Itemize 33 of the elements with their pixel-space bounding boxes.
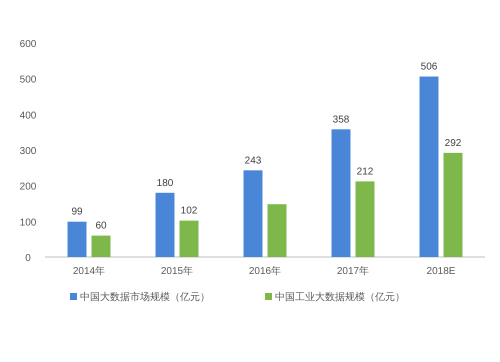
legend-label: 中国工业大数据规模（亿元）	[275, 291, 405, 303]
data-label: 180	[156, 178, 174, 189]
bar	[92, 236, 110, 257]
y-tick-label: 300	[20, 146, 37, 157]
data-label: 60	[95, 220, 107, 232]
data-label: 292	[444, 138, 462, 149]
y-tick-label: 600	[20, 39, 37, 50]
x-tick-label: 2015年	[160, 265, 194, 277]
data-label: 99	[71, 206, 83, 218]
bar	[268, 204, 286, 257]
bar	[444, 152, 462, 257]
bar	[180, 220, 198, 257]
data-label: 102	[180, 206, 198, 217]
y-tick-label: 0	[25, 253, 32, 264]
x-tick-label: 2014年	[72, 265, 106, 277]
data-label: 358	[332, 114, 350, 126]
bar	[332, 129, 350, 257]
y-tick-label: 100	[20, 217, 37, 228]
data-label: 506	[420, 62, 438, 73]
legend-label: 中国大数据市场规模（亿元）	[80, 291, 210, 303]
x-tick-label: 2017年	[336, 265, 370, 277]
bar	[420, 76, 438, 257]
bar	[156, 192, 174, 257]
y-tick-label: 200	[20, 182, 37, 193]
bar	[356, 181, 374, 257]
x-tick-label: 2016年	[248, 265, 282, 277]
x-tick-label: 2018E	[426, 266, 456, 277]
data-label: 243	[244, 155, 262, 166]
bar	[244, 170, 262, 257]
data-label: 212	[356, 166, 374, 178]
y-tick-label: 500	[20, 74, 37, 86]
y-tick-label: 400	[20, 110, 37, 122]
bar	[68, 222, 86, 257]
